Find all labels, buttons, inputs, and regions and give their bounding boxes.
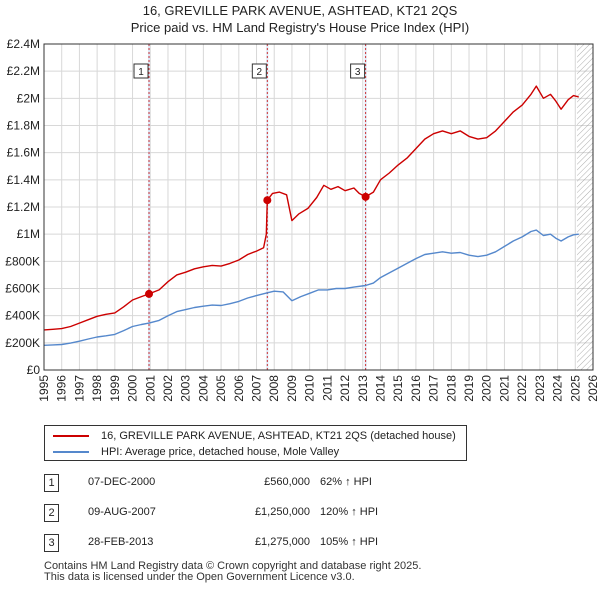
x-tick-label: 2016: [409, 375, 423, 402]
x-tick-label: 2020: [480, 375, 494, 402]
sale-price: £560,000: [264, 476, 310, 488]
x-tick-label: 2002: [161, 375, 175, 402]
y-tick-label: £0: [27, 363, 41, 377]
sale-hpi-change: 105% ↑ HPI: [320, 536, 379, 548]
x-tick-label: 1996: [55, 375, 69, 402]
y-tick-label: £400K: [5, 309, 40, 323]
x-tick-label: 2001: [143, 375, 157, 402]
sale-price: £1,250,000: [254, 506, 310, 518]
x-tick-label: 2015: [391, 375, 405, 402]
y-tick-label: £200K: [5, 336, 40, 350]
y-tick-label: £600K: [5, 282, 40, 296]
sale-date: 28-FEB-2013: [88, 536, 154, 548]
sale-date: 07-DEC-2000: [88, 476, 156, 488]
property-price-line: [43, 85, 579, 331]
x-tick-label: 1997: [72, 375, 86, 402]
sale-hpi-change: 62% ↑ HPI: [320, 476, 372, 488]
footer: Contains HM Land Registry data © Crown c…: [44, 561, 421, 583]
y-tick-label: £1.2M: [7, 200, 40, 214]
x-tick-label: 1995: [37, 375, 51, 402]
x-tick-label: 2009: [285, 375, 299, 402]
plot-frame: [43, 43, 594, 371]
hpi-line: [43, 229, 579, 346]
sale-number-label: 1: [138, 67, 144, 78]
y-tick-label: £800K: [5, 254, 40, 268]
sale-number-box: [350, 63, 366, 79]
x-tick-label: 2019: [462, 375, 476, 402]
x-tick-label: 2024: [551, 375, 565, 402]
sale-point: [361, 192, 370, 201]
sale-price: £1,275,000: [254, 536, 310, 548]
x-tick-label: 2023: [533, 375, 547, 402]
sale-number-label: 2: [257, 67, 263, 78]
chart-legend: 16, GREVILLE PARK AVENUE, ASHTEAD, KT21 …: [44, 425, 467, 461]
sale-number-label: 3: [355, 67, 361, 78]
x-tick-label: 2008: [267, 375, 281, 402]
x-tick-label: 2021: [497, 375, 511, 402]
sale-number-badge: 1: [44, 474, 59, 492]
sale-band: [148, 44, 151, 370]
y-tick-label: £1M: [17, 227, 40, 241]
y-tick-label: £2.2M: [7, 64, 40, 78]
future-hatch-region: [577, 44, 593, 370]
y-tick-label: £2M: [17, 91, 40, 105]
x-tick-label: 2006: [232, 375, 246, 402]
y-tick-label: £1.8M: [7, 119, 40, 133]
sale-point: [145, 289, 154, 298]
y-tick-label: £1.4M: [7, 173, 40, 187]
y-tick-label: £1.6M: [7, 146, 40, 160]
x-tick-label: 1999: [108, 375, 122, 402]
title-line-2: Price paid vs. HM Land Registry's House …: [130, 20, 470, 35]
legend-swatch-hpi: [53, 451, 89, 453]
legend-label-hpi: HPI: Average price, detached house, Mole…: [101, 446, 340, 458]
sale-point: [263, 196, 272, 205]
sale-number-box: [133, 63, 149, 79]
x-tick-label: 2000: [126, 375, 140, 402]
sale-number-badge: 3: [44, 534, 59, 552]
legend-item-property: 16, GREVILLE PARK AVENUE, ASHTEAD, KT21 …: [53, 428, 456, 444]
x-tick-label: 1998: [90, 375, 104, 402]
chart-title: 16, GREVILLE PARK AVENUE, ASHTEAD, KT21 …: [0, 2, 600, 36]
x-tick-label: 2007: [250, 375, 264, 402]
legend-label-property: 16, GREVILLE PARK AVENUE, ASHTEAD, KT21 …: [101, 430, 456, 442]
x-tick-label: 2011: [320, 375, 334, 401]
sale-number-box: [251, 63, 267, 79]
x-tick-label: 2013: [356, 375, 370, 402]
price-chart: 1 2 3 £0 £200K £400K £600K £800K £1M £1.2M £1.4M £…: [5, 37, 600, 402]
y-tick-label: £2.4M: [7, 37, 40, 51]
x-tick-label: 2003: [179, 375, 193, 402]
x-tick-label: 2014: [373, 375, 387, 402]
sale-number-badge: 2: [44, 504, 59, 522]
legend-swatch-property: [53, 435, 89, 437]
x-tick-label: 2026: [586, 375, 600, 402]
x-tick-label: 2005: [214, 375, 228, 402]
x-tick-label: 2012: [338, 375, 352, 402]
legend-item-hpi: HPI: Average price, detached house, Mole…: [53, 444, 339, 460]
sale-hpi-change: 120% ↑ HPI: [320, 506, 379, 518]
sale-band: [364, 44, 367, 370]
footer-licence: This data is licensed under the Open Gov…: [44, 571, 355, 583]
x-tick-label: 2018: [444, 375, 458, 402]
x-tick-label: 2025: [568, 375, 582, 402]
sale-date: 09-AUG-2007: [88, 506, 156, 518]
x-tick-label: 2022: [515, 375, 529, 402]
x-tick-label: 2017: [427, 375, 441, 402]
sale-row: 2 09-AUG-2007 £1,250,000 120% ↑ HPI: [44, 504, 424, 524]
x-tick-label: 2010: [303, 375, 317, 402]
x-tick-label: 2004: [196, 375, 210, 402]
footer-copyright: Contains HM Land Registry data © Crown c…: [44, 560, 422, 572]
sale-row: 3 28-FEB-2013 £1,275,000 105% ↑ HPI: [44, 534, 424, 554]
title-line-1: 16, GREVILLE PARK AVENUE, ASHTEAD, KT21 …: [142, 3, 458, 18]
sale-row: 1 07-DEC-2000 £560,000 62% ↑ HPI: [44, 474, 424, 494]
